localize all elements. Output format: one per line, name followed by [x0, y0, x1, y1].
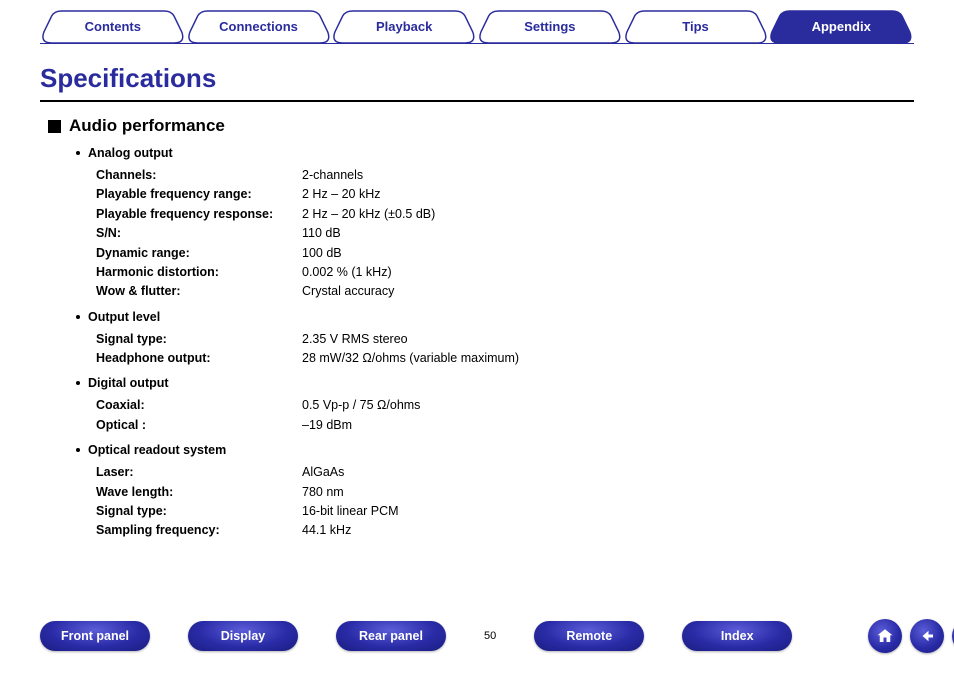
group-title: Output level	[88, 310, 160, 324]
spec-row: Dynamic range:100 dB	[96, 244, 914, 263]
spec-label: Dynamic range:	[96, 244, 302, 263]
pill-remote[interactable]: Remote	[534, 621, 644, 651]
spec-value: 16-bit linear PCM	[302, 502, 399, 521]
top-nav: Contents Connections Playback Settings T…	[0, 0, 954, 44]
spec-value: 2 Hz – 20 kHz (±0.5 dB)	[302, 205, 435, 224]
spec-label: Sampling frequency:	[96, 521, 302, 540]
pill-rear-panel[interactable]: Rear panel	[336, 621, 446, 651]
tab-connections[interactable]: Connections	[186, 10, 332, 44]
spec-label: Signal type:	[96, 330, 302, 349]
bullet-icon	[76, 448, 80, 452]
home-icon	[876, 627, 894, 645]
section-head: Audio performance	[48, 116, 914, 136]
nav-icon-group	[868, 619, 954, 653]
group-output-level: Output level Signal type:2.35 V RMS ster…	[76, 310, 914, 369]
pill-label: Rear panel	[359, 629, 423, 643]
spec-value: 44.1 kHz	[302, 521, 351, 540]
bullet-icon	[76, 151, 80, 155]
tab-label: Contents	[85, 19, 141, 34]
nav-divider	[40, 43, 914, 44]
spec-row: Channels:2-channels	[96, 166, 914, 185]
spec-label: Laser:	[96, 463, 302, 482]
spec-row: Wave length:780 nm	[96, 483, 914, 502]
spec-value: 2 Hz – 20 kHz	[302, 185, 381, 204]
tab-contents[interactable]: Contents	[40, 10, 186, 44]
back-button[interactable]	[910, 619, 944, 653]
page-title: Specifications	[40, 63, 914, 94]
pill-label: Front panel	[61, 629, 129, 643]
pill-label: Display	[221, 629, 265, 643]
group-optical-readout: Optical readout system Laser:AlGaAs Wave…	[76, 443, 914, 541]
spec-label: Signal type:	[96, 502, 302, 521]
spec-label: Optical :	[96, 416, 302, 435]
section-audio-performance: Audio performance Analog output Channels…	[48, 116, 914, 541]
spec-value: 2.35 V RMS stereo	[302, 330, 408, 349]
tab-playback[interactable]: Playback	[331, 10, 477, 44]
pill-label: Index	[721, 629, 754, 643]
pill-index[interactable]: Index	[682, 621, 792, 651]
tab-tips[interactable]: Tips	[623, 10, 769, 44]
spec-label: Headphone output:	[96, 349, 302, 368]
spec-value: –19 dBm	[302, 416, 352, 435]
home-button[interactable]	[868, 619, 902, 653]
tab-label: Playback	[376, 19, 432, 34]
spec-row: Playable frequency range:2 Hz – 20 kHz	[96, 185, 914, 204]
spec-value: 110 dB	[302, 224, 341, 243]
square-bullet-icon	[48, 120, 61, 133]
spec-value: 0.002 % (1 kHz)	[302, 263, 392, 282]
spec-label: S/N:	[96, 224, 302, 243]
tab-appendix[interactable]: Appendix	[768, 10, 914, 44]
spec-value: AlGaAs	[302, 463, 344, 482]
bullet-icon	[76, 381, 80, 385]
tab-label: Connections	[219, 19, 298, 34]
pill-display[interactable]: Display	[188, 621, 298, 651]
spec-row: Harmonic distortion:0.002 % (1 kHz)	[96, 263, 914, 282]
spec-label: Playable frequency response:	[96, 205, 302, 224]
spec-row: Optical :–19 dBm	[96, 416, 914, 435]
spec-label: Harmonic distortion:	[96, 263, 302, 282]
spec-row: Coaxial:0.5 Vp-p / 75 Ω/ohms	[96, 396, 914, 415]
spec-label: Channels:	[96, 166, 302, 185]
tab-settings[interactable]: Settings	[477, 10, 623, 44]
spec-row: Signal type:2.35 V RMS stereo	[96, 330, 914, 349]
spec-value: 100 dB	[302, 244, 342, 263]
pill-label: Remote	[566, 629, 612, 643]
title-divider	[40, 100, 914, 102]
spec-value: 2-channels	[302, 166, 363, 185]
tab-label: Tips	[682, 19, 709, 34]
spec-row: S/N:110 dB	[96, 224, 914, 243]
group-analog-output: Analog output Channels:2-channels Playab…	[76, 146, 914, 302]
group-digital-output: Digital output Coaxial:0.5 Vp-p / 75 Ω/o…	[76, 376, 914, 435]
spec-label: Wow & flutter:	[96, 282, 302, 301]
spec-value: Crystal accuracy	[302, 282, 394, 301]
bullet-icon	[76, 315, 80, 319]
spec-row: Laser:AlGaAs	[96, 463, 914, 482]
spec-row: Headphone output:28 mW/32 Ω/ohms (variab…	[96, 349, 914, 368]
tab-label: Settings	[524, 19, 575, 34]
spec-label: Coaxial:	[96, 396, 302, 415]
section-title: Audio performance	[69, 116, 225, 136]
spec-row: Sampling frequency:44.1 kHz	[96, 521, 914, 540]
spec-label: Playable frequency range:	[96, 185, 302, 204]
tab-label: Appendix	[812, 19, 871, 34]
pill-front-panel[interactable]: Front panel	[40, 621, 150, 651]
spec-label: Wave length:	[96, 483, 302, 502]
page-number: 50	[484, 630, 496, 642]
spec-row: Signal type:16-bit linear PCM	[96, 502, 914, 521]
group-title: Optical readout system	[88, 443, 226, 457]
spec-value: 0.5 Vp-p / 75 Ω/ohms	[302, 396, 420, 415]
spec-row: Playable frequency response:2 Hz – 20 kH…	[96, 205, 914, 224]
spec-value: 28 mW/32 Ω/ohms (variable maximum)	[302, 349, 519, 368]
group-title: Analog output	[88, 146, 173, 160]
arrow-left-icon	[918, 627, 936, 645]
spec-row: Wow & flutter:Crystal accuracy	[96, 282, 914, 301]
group-title: Digital output	[88, 376, 169, 390]
bottom-nav: Front panel Display Rear panel 50 Remote…	[0, 619, 954, 653]
spec-value: 780 nm	[302, 483, 344, 502]
